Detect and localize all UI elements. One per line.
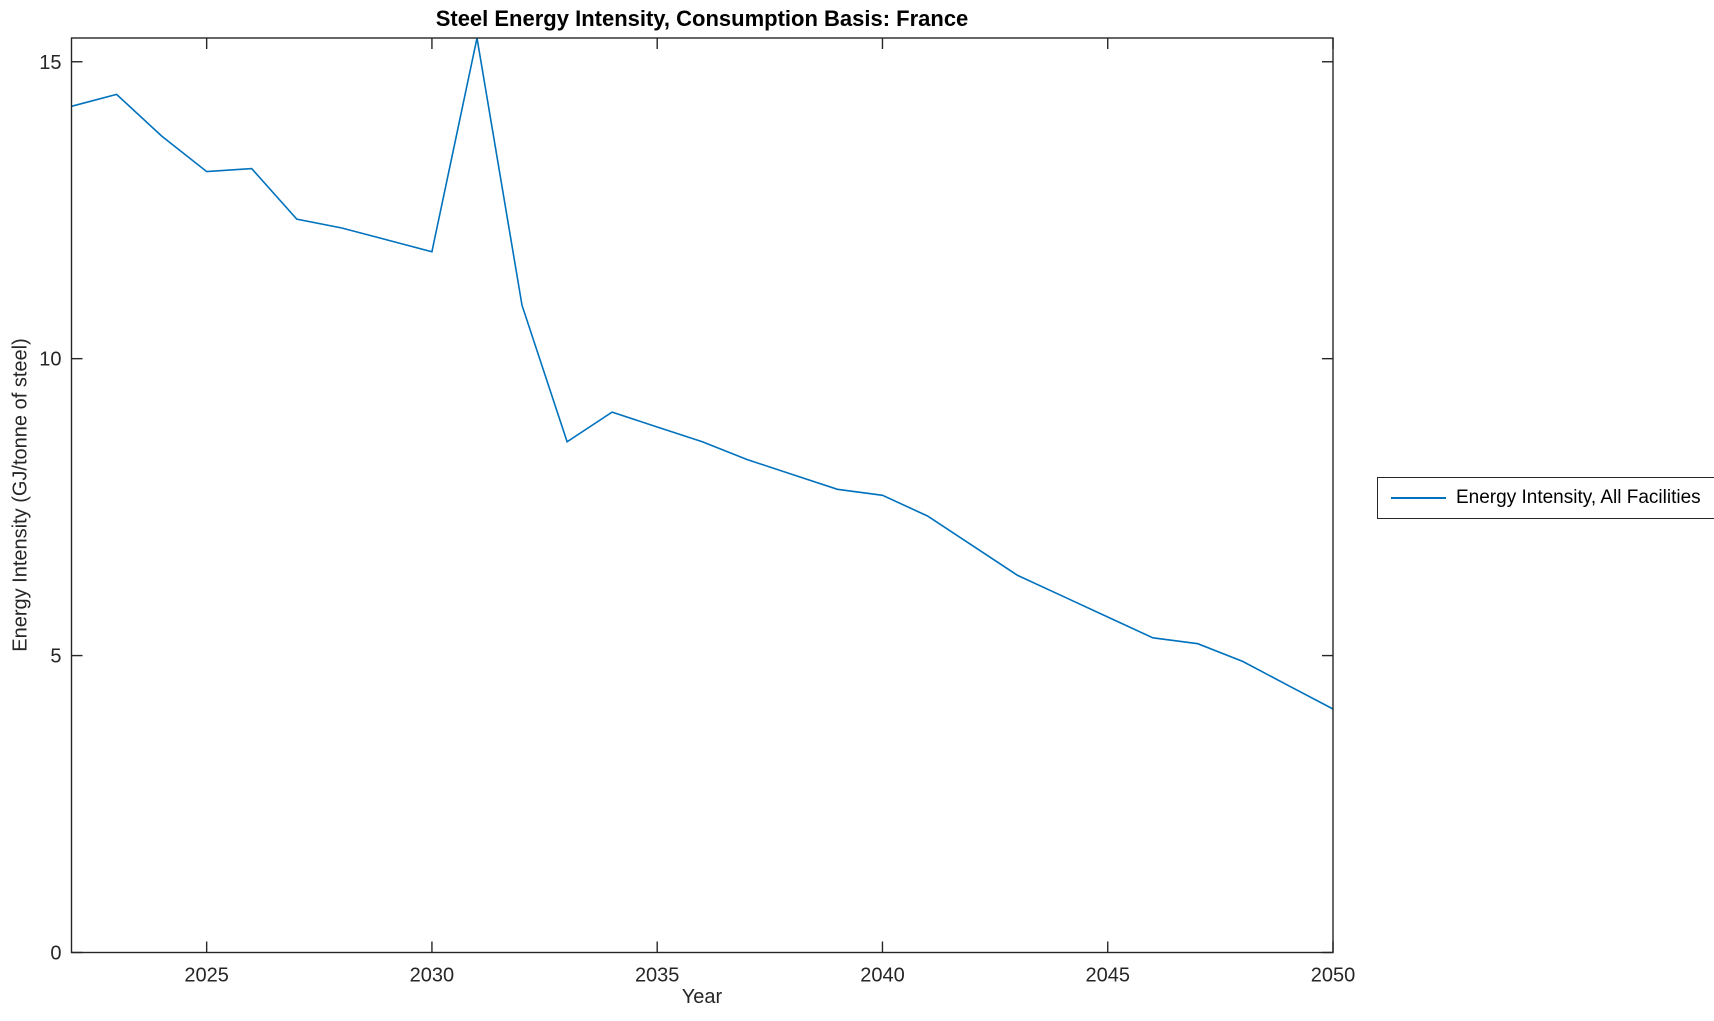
y-tick-label: 10 [39, 349, 61, 371]
x-tick-label: 2030 [410, 965, 455, 987]
y-tick-label: 0 [50, 943, 61, 965]
x-tick-label: 2045 [1085, 965, 1130, 987]
x-tick-label: 2035 [635, 965, 680, 987]
y-tick-label: 5 [50, 646, 61, 668]
legend: Energy Intensity, All Facilities [1377, 477, 1714, 519]
x-tick-label: 2040 [860, 965, 905, 987]
energy-intensity-line [71, 37, 1334, 710]
legend-label: Energy Intensity, All Facilities [1456, 487, 1701, 508]
y-axis-label: Energy Intensity (GJ/tonne of steel) [9, 338, 32, 652]
x-tick-label: 2050 [1311, 965, 1356, 987]
y-tick-label: 15 [39, 52, 61, 74]
axes-box [70, 37, 1334, 954]
chart-title: Steel Energy Intensity, Consumption Basi… [435, 6, 969, 31]
x-tick-label: 2025 [184, 965, 229, 987]
legend-line-sample [1391, 497, 1446, 499]
x-axis-label: Year [681, 986, 723, 1008]
